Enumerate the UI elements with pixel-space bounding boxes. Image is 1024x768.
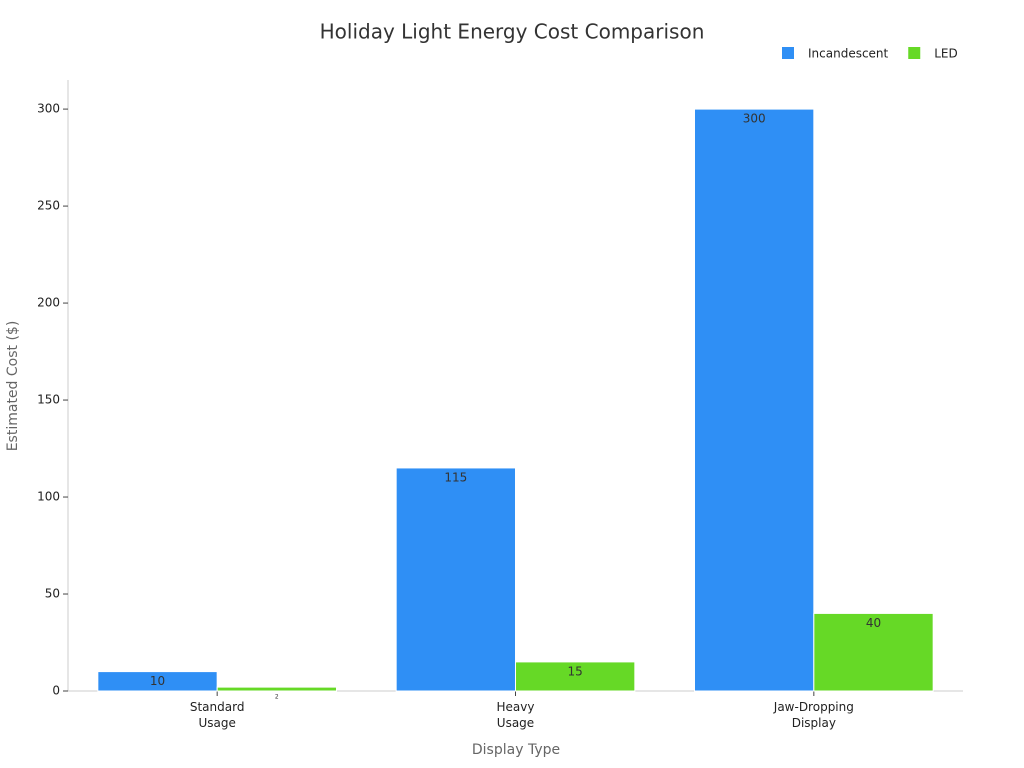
value-label: 10 <box>150 674 165 688</box>
x-axis-label: Display Type <box>472 742 560 758</box>
bar <box>395 467 516 692</box>
y-tick-label: 250 <box>37 199 60 213</box>
legend-label: LED <box>934 47 958 61</box>
y-tick-label: 0 <box>52 684 60 698</box>
y-tick-label: 300 <box>37 102 60 116</box>
bar <box>813 612 934 692</box>
x-tick-label: Jaw-Dropping Display <box>773 700 854 730</box>
chart-title: Holiday Light Energy Cost Comparison <box>320 20 705 44</box>
bar <box>97 671 218 692</box>
x-tick-label: Heavy Usage <box>497 700 535 730</box>
legend-swatch <box>782 47 794 59</box>
y-tick-label: 150 <box>37 393 60 407</box>
value-label: 300 <box>743 112 766 126</box>
y-tick-label: 100 <box>37 490 60 504</box>
value-label: 15 <box>568 664 583 678</box>
value-label: 40 <box>866 616 881 630</box>
bar <box>216 686 338 692</box>
value-label: 115 <box>444 470 467 484</box>
legend-swatch <box>908 47 921 59</box>
bar <box>515 661 636 692</box>
x-tick-label: Standard Usage <box>190 700 245 730</box>
y-axis-label: Estimated Cost ($) <box>5 321 21 452</box>
value-label: 2 <box>275 694 279 701</box>
bar <box>694 108 815 692</box>
y-tick-label: 200 <box>37 296 60 310</box>
y-tick-label: 50 <box>45 587 60 601</box>
legend-label: Incandescent <box>808 47 889 61</box>
